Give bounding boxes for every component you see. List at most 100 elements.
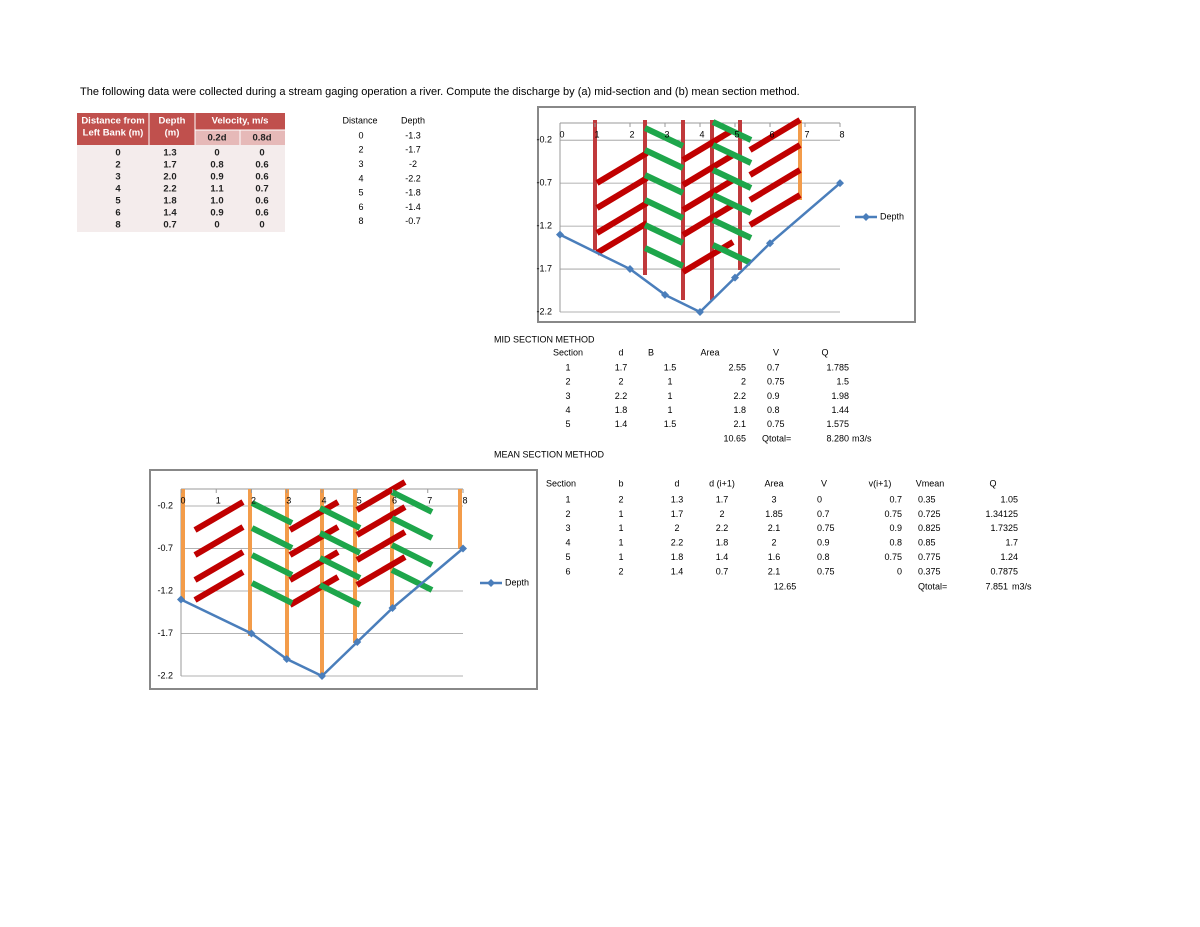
table-cell: 6 — [358, 202, 363, 212]
table-cell: 0 — [214, 220, 219, 231]
table-cell: 3 — [358, 159, 363, 169]
point-marker — [388, 604, 397, 612]
table-cell: 0 — [259, 148, 264, 159]
x-tick-label: 5 — [357, 495, 362, 505]
table-cell: 8 — [358, 216, 363, 226]
table-cell: 1.4 — [163, 208, 177, 219]
decor-hatch — [355, 479, 407, 513]
table-header: d — [618, 347, 623, 357]
table-cell: -0.7 — [405, 216, 421, 226]
y-tick-label: -2.2 — [536, 306, 552, 316]
x-tick-label: 6 — [392, 495, 397, 505]
decor-hatch — [711, 167, 753, 191]
table-cell: 1 — [618, 509, 623, 519]
decor-hatch — [595, 200, 649, 236]
decor-hatch — [643, 245, 685, 269]
decor-hatch — [681, 177, 735, 213]
point-marker — [318, 672, 326, 680]
decor-hatch — [681, 127, 735, 163]
table-cell: 1.6 — [768, 552, 781, 562]
table-cell: 1 — [667, 405, 672, 415]
x-tick-label: 3 — [286, 495, 291, 505]
decor-hatch — [643, 222, 685, 246]
table-cell: 1 — [618, 538, 623, 548]
table-header: Area — [700, 347, 719, 357]
table-cell: 1 — [565, 494, 570, 504]
table-cell: 0.9 — [767, 391, 780, 401]
legend-marker — [487, 579, 495, 587]
table-cell: 0.375 — [918, 566, 941, 576]
table-cell: 1.4 — [716, 552, 729, 562]
y-tick-label: -1.7 — [536, 263, 552, 273]
table-cell: 2.0 — [163, 172, 176, 183]
x-tick-label: 5 — [734, 129, 739, 139]
table-header: Depth — [401, 115, 425, 125]
decor-hatch — [318, 582, 362, 608]
table-cell: 0.825 — [918, 523, 941, 533]
table-cell: 0.7 — [817, 509, 830, 519]
decor-hatch — [288, 574, 340, 608]
table-cell: 0.725 — [918, 509, 941, 519]
decor-hatch — [193, 569, 245, 603]
table-cell: 0.6 — [255, 196, 268, 207]
table-header-bg — [77, 130, 195, 145]
table-cell: 1.7 — [671, 509, 684, 519]
table-cell: 0.6 — [255, 208, 268, 219]
point-marker — [247, 629, 256, 638]
table-cell: 1.0 — [210, 196, 223, 207]
total-q: 8.280 — [826, 433, 849, 443]
decor-hatch — [390, 515, 434, 541]
table-header: Q — [821, 347, 828, 357]
point-marker — [177, 595, 185, 604]
table-cell: 0.7 — [716, 566, 729, 576]
table-cell: 2.1 — [768, 566, 781, 576]
table-cell: 0.775 — [918, 552, 941, 562]
table-cell: 6 — [565, 566, 570, 576]
table-cell: 3 — [771, 494, 776, 504]
table-subheader: 0.8d — [252, 133, 271, 144]
table-cell: 0 — [358, 130, 363, 140]
point-marker — [459, 544, 467, 553]
decor-hatch — [250, 525, 294, 551]
table-cell: 3 — [565, 391, 570, 401]
table-header: V — [821, 478, 827, 488]
decor-hatch — [681, 202, 735, 238]
table-cell: 1 — [667, 377, 672, 387]
x-tick-label: 1 — [216, 495, 221, 505]
total-q: 7.851 — [985, 581, 1008, 591]
table-header: B — [648, 347, 654, 357]
section-title: MID SECTION METHOD — [494, 334, 595, 344]
table-cell: 4 — [565, 405, 570, 415]
table-cell: 0.6 — [255, 172, 268, 183]
table-header: d (i+1) — [709, 478, 735, 488]
table-cell: 1.7 — [163, 160, 176, 171]
table-cell: -1.7 — [405, 145, 421, 155]
decor-hatch — [193, 549, 245, 583]
decor-hatch — [250, 552, 294, 578]
x-tick-label: 8 — [839, 129, 844, 139]
x-tick-label: 1 — [594, 129, 599, 139]
point-marker — [766, 239, 774, 248]
table-header: Left Bank (m) — [83, 128, 144, 139]
table-cell: 1.7325 — [990, 523, 1018, 533]
decor-hatch — [711, 192, 753, 216]
table-header: Depth — [159, 116, 186, 127]
point-marker — [282, 655, 291, 663]
table-cell: -1.3 — [405, 130, 421, 140]
decor-hatch — [643, 125, 685, 149]
x-tick-label: 6 — [769, 129, 774, 139]
table-cell: 1.8 — [733, 405, 746, 415]
table-cell: 1.7 — [1005, 538, 1018, 548]
table-cell: -1.4 — [405, 202, 421, 212]
decor-hatch — [711, 217, 753, 241]
table-cell: 0.8 — [210, 160, 223, 171]
table-cell: 2 — [565, 509, 570, 519]
point-marker — [626, 265, 634, 274]
table-cell: 2.2 — [733, 391, 746, 401]
point-marker — [353, 638, 362, 646]
decor-hatch — [250, 500, 294, 526]
y-tick-label: -2.2 — [157, 670, 173, 680]
point-marker — [661, 290, 669, 299]
decor-hatch — [711, 119, 753, 143]
